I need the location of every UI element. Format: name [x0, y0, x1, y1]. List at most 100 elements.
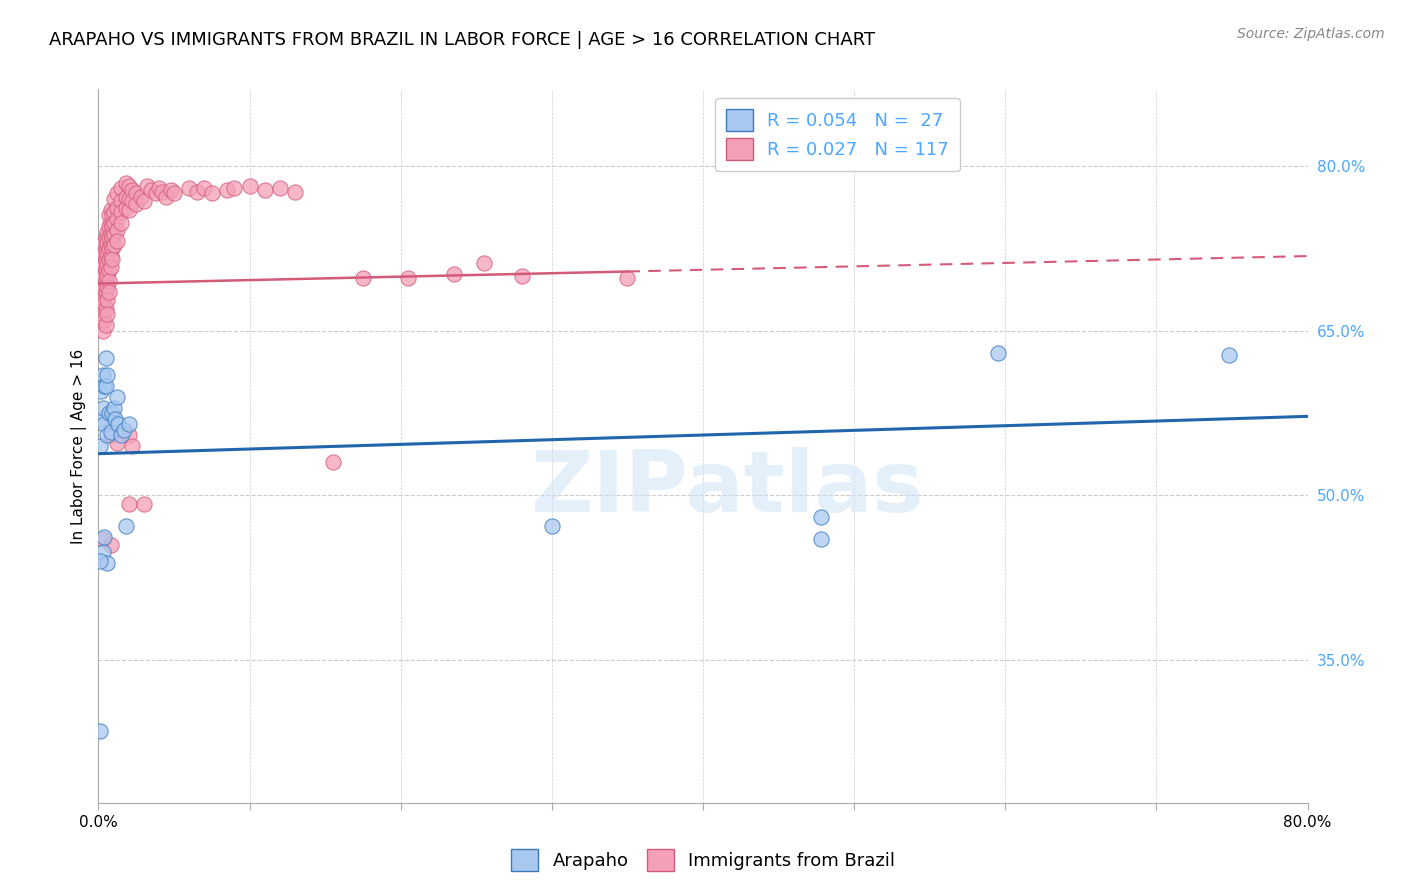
- Point: [141, 183, 163, 197]
- Point: [443, 267, 465, 281]
- Point: [118, 178, 141, 193]
- Point: [121, 183, 143, 197]
- Point: [89, 724, 111, 739]
- Point: [103, 192, 125, 206]
- Point: [193, 181, 215, 195]
- Point: [89, 285, 111, 300]
- Point: [118, 497, 141, 511]
- Point: [100, 227, 122, 241]
- Point: [103, 227, 125, 241]
- Point: [98, 406, 121, 420]
- Point: [94, 318, 117, 333]
- Point: [94, 351, 117, 366]
- Point: [110, 194, 132, 209]
- Point: [1218, 348, 1240, 362]
- Legend: R = 0.054   N =  27, R = 0.027   N = 117: R = 0.054 N = 27, R = 0.027 N = 117: [716, 98, 960, 171]
- Point: [93, 258, 115, 272]
- Point: [110, 181, 132, 195]
- Point: [91, 291, 114, 305]
- Point: [94, 301, 117, 316]
- Point: [93, 530, 115, 544]
- Point: [94, 274, 117, 288]
- Point: [616, 271, 638, 285]
- Point: [105, 186, 128, 201]
- Point: [89, 263, 111, 277]
- Point: [107, 417, 129, 431]
- Point: [90, 411, 112, 425]
- Point: [810, 533, 832, 547]
- Point: [98, 285, 121, 300]
- Point: [89, 258, 111, 272]
- Point: [90, 296, 112, 310]
- Point: [239, 178, 262, 193]
- Point: [105, 211, 128, 226]
- Point: [98, 219, 121, 234]
- Point: [114, 519, 136, 533]
- Point: [96, 235, 118, 250]
- Point: [129, 190, 152, 204]
- Point: [125, 186, 148, 201]
- Point: [121, 439, 143, 453]
- Point: [510, 268, 533, 283]
- Point: [94, 241, 117, 255]
- Point: [93, 312, 115, 326]
- Point: [110, 216, 132, 230]
- Point: [132, 497, 155, 511]
- Point: [93, 296, 115, 310]
- Point: [114, 176, 136, 190]
- Point: [186, 186, 208, 200]
- Point: [94, 378, 117, 392]
- Point: [96, 368, 118, 382]
- Point: [91, 401, 114, 415]
- Point: [98, 230, 121, 244]
- Point: [118, 417, 141, 431]
- Point: [105, 435, 128, 450]
- Point: [96, 268, 118, 283]
- Point: [91, 324, 114, 338]
- Point: [101, 241, 124, 255]
- Point: [89, 247, 111, 261]
- Point: [352, 271, 374, 285]
- Point: [96, 293, 118, 307]
- Point: [101, 209, 124, 223]
- Point: [100, 538, 122, 552]
- Point: [94, 285, 117, 300]
- Point: [103, 216, 125, 230]
- Point: [90, 258, 112, 272]
- Point: [94, 230, 117, 244]
- Point: [91, 280, 114, 294]
- Point: [93, 378, 115, 392]
- Point: [132, 194, 155, 209]
- Point: [91, 247, 114, 261]
- Point: [93, 268, 115, 283]
- Text: ARAPAHO VS IMMIGRANTS FROM BRAZIL IN LABOR FORCE | AGE > 16 CORRELATION CHART: ARAPAHO VS IMMIGRANTS FROM BRAZIL IN LAB…: [49, 31, 876, 49]
- Point: [215, 183, 238, 197]
- Point: [91, 235, 114, 250]
- Point: [90, 268, 112, 283]
- Point: [94, 263, 117, 277]
- Point: [112, 423, 135, 437]
- Point: [96, 258, 118, 272]
- Point: [135, 178, 157, 193]
- Point: [96, 225, 118, 239]
- Point: [103, 205, 125, 219]
- Point: [94, 252, 117, 267]
- Point: [93, 247, 115, 261]
- Point: [91, 268, 114, 283]
- Point: [396, 271, 419, 285]
- Point: [118, 428, 141, 442]
- Point: [90, 312, 112, 326]
- Point: [540, 519, 562, 533]
- Point: [253, 183, 276, 197]
- Point: [179, 181, 201, 195]
- Point: [96, 428, 118, 442]
- Point: [118, 192, 141, 206]
- Point: [96, 557, 118, 571]
- Point: [114, 190, 136, 204]
- Point: [90, 384, 112, 398]
- Point: [101, 230, 124, 244]
- Point: [91, 368, 114, 382]
- Point: [96, 307, 118, 321]
- Point: [118, 202, 141, 217]
- Point: [125, 197, 148, 211]
